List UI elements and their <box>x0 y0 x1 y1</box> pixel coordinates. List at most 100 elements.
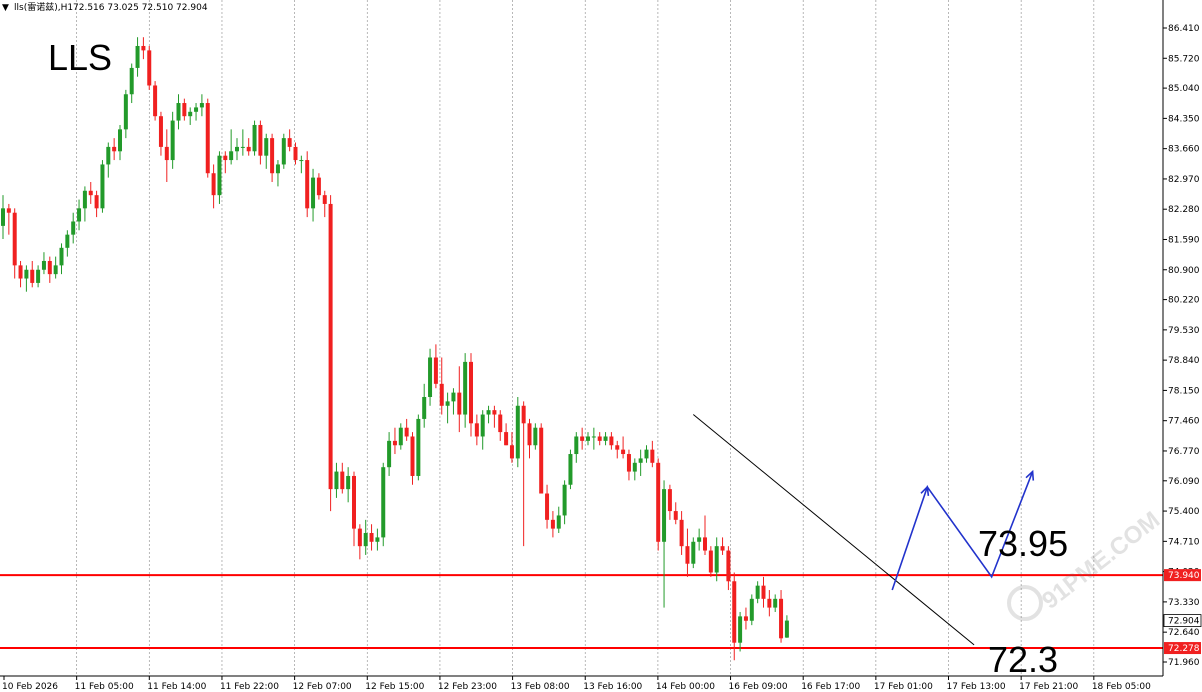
candle <box>504 423 509 446</box>
candle-body <box>100 164 105 209</box>
candle-body <box>369 533 374 542</box>
candle-body <box>527 423 532 446</box>
candle <box>381 462 386 547</box>
candle <box>749 594 754 626</box>
x-tick-label: 18 Feb 05:00 <box>1092 682 1151 692</box>
y-tick-label: 85.720 <box>1168 54 1200 64</box>
candle-body <box>509 445 514 459</box>
candle-body <box>591 436 596 438</box>
candle <box>527 418 532 459</box>
y-axis-ticks: 86.410 85.720 85.040 84.350 83.660 82.970 82.2… <box>1163 24 1200 668</box>
candle <box>586 432 590 446</box>
candle-body <box>626 454 631 472</box>
price-levels <box>0 574 1163 650</box>
candle <box>738 611 743 652</box>
symbol-label: lls(雷诺兹),H1 <box>14 1 73 13</box>
candle <box>223 151 228 174</box>
candle-body <box>170 120 175 161</box>
candle-body <box>439 383 444 406</box>
upper-target-label: 73.95 <box>978 523 1068 564</box>
candle <box>469 353 473 437</box>
candle-body <box>743 616 748 621</box>
candle <box>141 37 146 60</box>
x-tick-label: 13 Feb 08:00 <box>511 682 570 692</box>
candle-body <box>223 155 228 161</box>
y-tick-label: 82.970 <box>1168 175 1200 185</box>
candle <box>521 401 526 547</box>
candle-body <box>194 107 199 112</box>
candle-body <box>638 458 643 463</box>
candle-body <box>211 173 216 196</box>
candle <box>603 432 608 446</box>
candle <box>673 502 678 525</box>
chart-title: LLS <box>48 37 112 78</box>
candle <box>720 537 725 555</box>
header-arrow-icon[interactable]: ▼ <box>2 3 9 13</box>
candle-body <box>597 436 602 441</box>
candle <box>129 63 134 104</box>
candle <box>714 537 719 582</box>
candle <box>743 607 748 630</box>
candle <box>153 81 158 121</box>
candle <box>685 528 690 577</box>
candle <box>545 484 550 529</box>
watermark-logo-icon <box>1007 585 1043 621</box>
candle <box>65 230 70 257</box>
candle <box>708 546 713 577</box>
candle-body <box>41 260 46 270</box>
candle <box>509 432 514 463</box>
candle-body <box>691 541 696 564</box>
candle-body <box>463 361 468 415</box>
candle-body <box>36 269 41 283</box>
candle <box>305 151 310 218</box>
candle-body <box>281 138 286 165</box>
candle <box>767 590 772 617</box>
header: ▼ lls(雷诺兹),H1 72.516 73.025 72.510 72.90… <box>2 1 208 13</box>
y-tick-label: 71.960 <box>1168 658 1200 668</box>
candle-body <box>761 585 766 599</box>
candle-body <box>246 146 251 152</box>
candle-body <box>381 467 386 538</box>
candle-body <box>556 515 561 529</box>
candle-body <box>82 190 87 209</box>
candle-body <box>141 45 146 51</box>
candle-body <box>229 151 234 161</box>
projection-arrow-head <box>920 485 930 496</box>
candle <box>615 440 620 459</box>
candle-body <box>515 405 520 459</box>
candle <box>82 186 87 222</box>
candle <box>638 449 643 476</box>
x-tick-label: 17 Feb 21:00 <box>1019 682 1078 692</box>
candle-body <box>767 598 772 608</box>
candle-body <box>404 427 409 437</box>
candle-body <box>199 103 204 108</box>
candle-body <box>498 414 503 433</box>
candle-body <box>586 436 590 441</box>
candle <box>621 436 626 459</box>
x-tick-label: 13 Feb 16:00 <box>583 682 642 692</box>
candle-body <box>720 546 725 551</box>
candle-body <box>726 550 731 582</box>
x-tick-label: 16 Feb 17:00 <box>801 682 860 692</box>
y-tick-label: 82.280 <box>1168 205 1200 215</box>
x-tick-label: 12 Feb 23:00 <box>438 682 497 692</box>
candle-body <box>147 50 152 86</box>
projection-path <box>891 471 1034 591</box>
candle-body <box>129 67 134 95</box>
candle <box>293 142 298 165</box>
candle <box>112 138 117 161</box>
candle-body <box>673 511 678 520</box>
candle <box>784 615 789 638</box>
candle-body <box>697 537 702 542</box>
candle <box>123 89 128 139</box>
candle <box>726 546 731 591</box>
candle <box>533 423 538 450</box>
candle <box>182 98 187 121</box>
candle-body <box>416 418 421 476</box>
candle-body <box>6 208 11 213</box>
candle <box>59 243 64 275</box>
candle-body <box>59 247 64 266</box>
candle-body <box>615 445 620 450</box>
candle <box>591 427 596 450</box>
